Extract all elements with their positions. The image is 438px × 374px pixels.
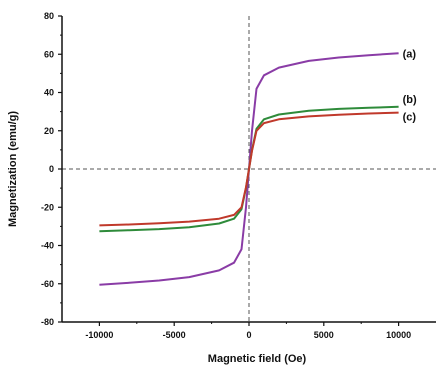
x-tick-label: 5000 bbox=[314, 330, 334, 340]
series-label-2: (c) bbox=[403, 112, 417, 124]
y-tick-label: -80 bbox=[41, 317, 54, 327]
y-axis-title: Magnetization (emu/g) bbox=[7, 111, 19, 227]
series-label-1: (b) bbox=[403, 94, 417, 106]
y-tick-label: -20 bbox=[41, 202, 54, 212]
y-tick-label: 20 bbox=[44, 126, 54, 136]
y-tick-label: 80 bbox=[44, 11, 54, 21]
y-tick-label: 60 bbox=[44, 49, 54, 59]
x-axis-title: Magnetic field (Oe) bbox=[208, 353, 307, 365]
series-line-2 bbox=[99, 111, 399, 227]
x-tick-label: 10000 bbox=[386, 330, 411, 340]
x-tick-label: 0 bbox=[246, 330, 251, 340]
y-tick-label: 40 bbox=[44, 88, 54, 98]
x-tick-label: -10000 bbox=[85, 330, 113, 340]
y-tick-label: -40 bbox=[41, 241, 54, 251]
y-tick-label: 0 bbox=[49, 164, 54, 174]
series-label-0: (a) bbox=[403, 48, 417, 60]
y-tick-label: -60 bbox=[41, 279, 54, 289]
x-tick-label: -5000 bbox=[163, 330, 186, 340]
